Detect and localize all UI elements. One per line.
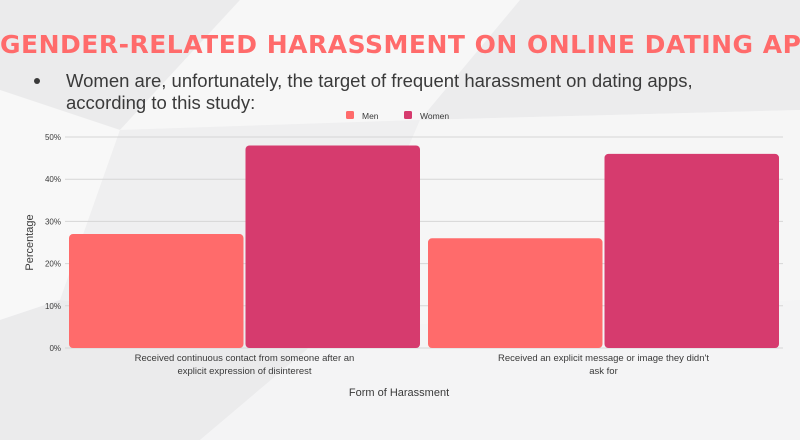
x-axis-title: Form of Harassment [349,387,449,399]
legend-label-men: Men [362,111,379,121]
y-axis-title: Percentage [24,214,36,270]
bar-men-2 [428,238,603,348]
x-tick-label: ask for [589,366,618,377]
bullet-point: Women are, unfortunately, the target of … [34,70,744,114]
y-tick-label: 10% [45,302,61,311]
legend-swatch-men [346,111,354,119]
y-tick-label: 40% [45,175,61,184]
bar-women-2 [604,153,779,348]
y-tick-label: 30% [45,217,61,226]
bullet-text: Women are, unfortunately, the target of … [66,70,693,113]
bar-men-1 [69,234,244,348]
x-tick-label: explicit expression of disinterest [177,366,311,377]
page-title: GENDER-RELATED HARASSMENT ON ONLINE DATI… [0,30,800,59]
y-tick-label: 20% [45,260,61,269]
x-tick-label: Received an explicit message or image th… [498,353,709,364]
bullet-dot-icon [34,78,40,84]
legend-swatch-women [404,111,412,119]
legend-label-women: Women [420,111,449,121]
x-tick-label: Received continuous contact from someone… [135,353,355,364]
bar-women-1 [245,145,420,348]
y-tick-label: 50% [45,133,61,142]
y-tick-label: 0% [49,344,61,353]
